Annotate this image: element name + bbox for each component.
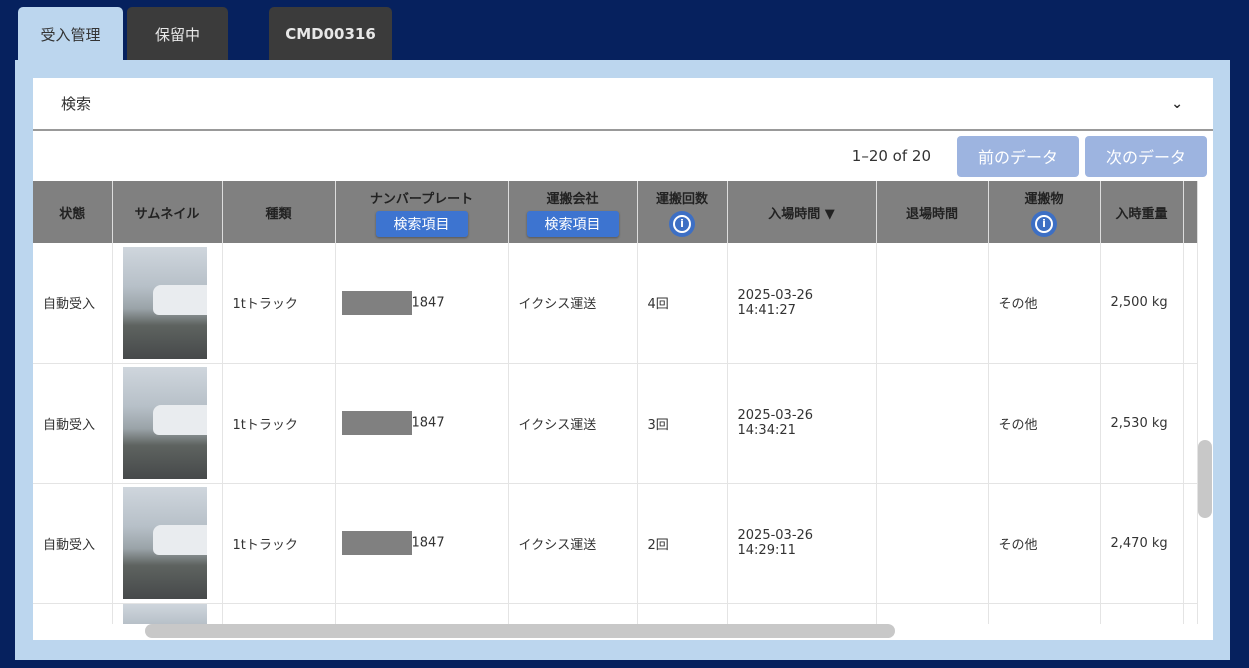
plate-header: ナンバープレート [369, 191, 474, 207]
info-icon[interactable]: i [669, 210, 695, 237]
content-card: 検索 ⌄ 1–20 of 20 前のデータ 次のデータ 状態 サムネイル 種類 … [33, 78, 1213, 640]
kind-cell: 1tトラック [222, 243, 336, 364]
cargo-cell: その他 [988, 243, 1101, 364]
trips-header: 運搬回数 [655, 191, 708, 207]
horizontal-scrollbar[interactable] [145, 624, 895, 638]
status-cell: 自動受入 [33, 483, 113, 604]
col-plate: ナンバープレート検索項目 [335, 181, 509, 243]
weight-cell: 2,470 kg [1100, 483, 1184, 604]
col-exit-time[interactable]: 退場時間 [876, 181, 989, 243]
entry-time-cell: 2025-03-26 14:41:27 [727, 243, 877, 364]
thumbnail-image[interactable] [122, 367, 207, 479]
cargo-header: 運搬物 [1024, 191, 1064, 207]
company-cell: イクシス運送 [508, 243, 638, 364]
plate-redaction [341, 411, 412, 435]
search-label: 検索 [61, 95, 92, 113]
prev-page-button[interactable]: 前のデータ [957, 135, 1079, 177]
page-count: 1–20 of 20 [851, 147, 931, 165]
col-more [1183, 181, 1198, 243]
company-filter-button[interactable]: 検索項目 [526, 210, 619, 237]
tab-on-hold[interactable]: 保留中 [127, 7, 228, 61]
main-panel: 検索 ⌄ 1–20 of 20 前のデータ 次のデータ 状態 サムネイル 種類 … [15, 60, 1230, 660]
company-cell: イクシス運送 [508, 363, 638, 484]
table-row[interactable]: 自動受入 1tトラック 1847 イクシス運送 2回 2025-03-26 14… [33, 483, 1198, 604]
table-row[interactable]: 自動受入 1tトラック 1847 イクシス運送 4回 2025-03-26 14… [33, 243, 1198, 364]
kind-cell: 1tトラック [222, 483, 336, 604]
chevron-down-icon[interactable]: ⌄ [1171, 95, 1183, 112]
plate-cell: 1847 [335, 363, 509, 484]
status-cell: 自動受入 [33, 363, 113, 484]
vertical-scrollbar[interactable] [1198, 440, 1212, 518]
company-header: 運搬会社 [546, 191, 599, 207]
thumbnail-image[interactable] [122, 487, 207, 599]
plate-redaction [341, 290, 412, 315]
pagination: 1–20 of 20 前のデータ 次のデータ [33, 131, 1213, 181]
col-company: 運搬会社 検索項目 [508, 181, 638, 243]
exit-time-cell [876, 483, 989, 604]
trips-cell: 2回 [637, 483, 728, 604]
thumbnail-cell [112, 363, 223, 484]
col-entry-time[interactable]: 入場時間 ▼ [727, 181, 877, 243]
thumbnail-cell [112, 483, 223, 604]
table-row-partial [33, 603, 1198, 624]
col-status[interactable]: 状態 [33, 181, 113, 243]
col-thumbnail: サムネイル [112, 181, 223, 243]
plate-number: 1847 [411, 295, 445, 311]
tab-cmd[interactable]: CMD00316 [269, 7, 392, 61]
col-kind[interactable]: 種類 [222, 181, 336, 243]
plate-cell: 1847 [335, 483, 509, 604]
status-cell: 自動受入 [33, 243, 113, 364]
cargo-cell: その他 [988, 363, 1101, 484]
thumbnail-cell [112, 243, 223, 364]
info-icon[interactable]: i [1031, 210, 1057, 237]
plate-number: 1847 [411, 415, 445, 431]
thumbnail-image[interactable] [122, 603, 207, 624]
entry-time-cell: 2025-03-26 14:29:11 [727, 483, 877, 604]
tab-receiving[interactable]: 受入管理 [18, 7, 123, 61]
table-row[interactable]: 自動受入 1tトラック 1847 イクシス運送 3回 2025-03-26 14… [33, 363, 1198, 484]
thumbnail-image[interactable] [122, 246, 207, 359]
kind-cell: 1tトラック [222, 363, 336, 484]
more-cell [1183, 483, 1198, 604]
more-cell [1183, 243, 1198, 364]
plate-number: 1847 [411, 535, 445, 551]
weight-cell: 2,500 kg [1100, 243, 1184, 364]
plate-cell: 1847 [335, 243, 509, 364]
trips-cell: 3回 [637, 363, 728, 484]
search-accordion[interactable]: 検索 ⌄ [33, 78, 1213, 131]
entry-time-cell: 2025-03-26 14:34:21 [727, 363, 877, 484]
col-weight[interactable]: 入時重量 [1100, 181, 1184, 243]
exit-time-cell [876, 363, 989, 484]
weight-cell: 2,530 kg [1100, 363, 1184, 484]
col-trips: 運搬回数 i [637, 181, 728, 243]
company-cell: イクシス運送 [508, 483, 638, 604]
cargo-cell: その他 [988, 483, 1101, 604]
data-table: 状態 サムネイル 種類 ナンバープレート 検索項目 運搬会社 検索項目 運搬回数 i … [33, 181, 1198, 624]
plate-redaction [341, 531, 412, 555]
exit-time-cell [876, 243, 989, 364]
next-page-button[interactable]: 次のデータ [1085, 135, 1207, 177]
col-cargo: 運搬物 i [988, 181, 1101, 243]
trips-cell: 4回 [637, 243, 728, 364]
more-cell [1183, 363, 1198, 484]
plate-filter-button[interactable]: 検索項目 [375, 210, 468, 237]
